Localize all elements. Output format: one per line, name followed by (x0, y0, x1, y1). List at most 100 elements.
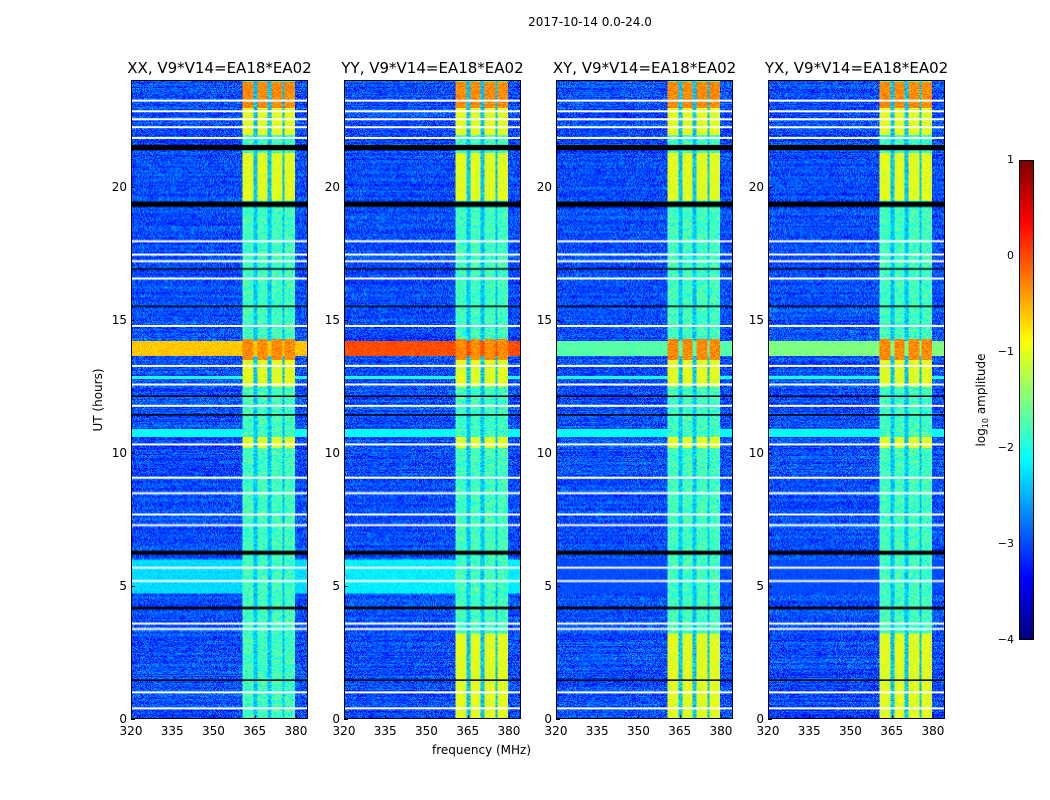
y-tick-label: 5 (756, 578, 764, 593)
y-tick-label: 0 (544, 712, 552, 726)
y-tick-label: 0 (119, 712, 127, 726)
y-tick-mark (556, 452, 560, 454)
y-tick-label: 20 (536, 179, 552, 194)
x-tick-mark (344, 715, 345, 719)
colorbar-tick-label: −1 (997, 345, 1014, 358)
panel-title: YY, V9*V14=EA18*EA02 (341, 59, 524, 77)
x-tick-label: 320 (544, 724, 568, 738)
colorbar-tick-label: −4 (997, 633, 1014, 646)
y-tick-mark (344, 452, 348, 454)
x-tick-label: 335 (373, 724, 397, 738)
y-tick-mark (768, 452, 772, 454)
y-tick-mark (768, 719, 772, 720)
y-tick-mark (556, 719, 560, 720)
y-tick-label: 20 (324, 179, 340, 194)
y-tick-mark (131, 319, 135, 321)
x-tick-mark (172, 715, 174, 719)
y-tick-label: 0 (332, 712, 340, 726)
y-tick-label: 20 (748, 179, 764, 194)
y-tick-mark (344, 719, 348, 720)
spectrogram-image (345, 81, 520, 718)
spectrogram-panel (768, 80, 945, 719)
y-tick-label: 15 (536, 312, 552, 327)
panel-title: XX, V9*V14=EA18*EA02 (127, 59, 312, 77)
x-tick-mark (679, 715, 681, 719)
colorbar-label: log10 amplitude (973, 353, 991, 447)
x-tick-label: 350 (202, 724, 225, 738)
x-tick-label: 335 (585, 724, 609, 738)
x-tick-mark (809, 715, 811, 719)
y-tick-mark (131, 186, 135, 188)
y-tick-mark (556, 186, 560, 188)
colorbar-tick-label: −2 (997, 441, 1014, 454)
y-tick-mark (768, 186, 772, 188)
x-tick-mark (426, 715, 428, 719)
y-tick-label: 10 (324, 445, 340, 460)
y-tick-mark (768, 585, 772, 587)
x-tick-label: 335 (797, 724, 821, 738)
spectrogram-panel (556, 80, 733, 719)
x-tick-mark (597, 715, 599, 719)
x-tick-mark (891, 715, 893, 719)
y-tick-mark (344, 585, 348, 587)
colorbar-tick-label: 0 (1007, 249, 1014, 262)
spectrogram-image (132, 81, 307, 718)
x-tick-mark (508, 715, 510, 719)
y-tick-label: 5 (544, 578, 552, 593)
x-tick-mark (720, 715, 722, 719)
y-tick-label: 10 (748, 445, 764, 460)
y-tick-mark (344, 186, 348, 188)
x-tick-label: 365 (880, 724, 904, 738)
x-tick-mark (213, 715, 215, 719)
y-tick-mark (131, 585, 135, 587)
x-tick-mark (467, 715, 469, 719)
y-tick-mark (556, 319, 560, 321)
y-tick-label: 10 (536, 445, 552, 460)
colorbar (1019, 160, 1034, 640)
y-tick-mark (768, 319, 772, 321)
x-tick-mark (638, 715, 640, 719)
spectrogram-image (769, 81, 944, 718)
y-tick-label: 0 (756, 712, 764, 726)
x-tick-label: 380 (709, 724, 733, 738)
y-axis-label: UT (hours) (91, 368, 105, 432)
x-tick-label: 320 (119, 724, 143, 738)
y-tick-label: 15 (111, 312, 127, 327)
panel-title: YX, V9*V14=EA18*EA02 (764, 59, 949, 77)
x-tick-label: 365 (456, 724, 480, 738)
y-tick-mark (131, 719, 135, 720)
y-tick-label: 20 (111, 179, 127, 194)
x-axis-label: frequency (MHz) (432, 743, 532, 757)
x-tick-label: 365 (668, 724, 692, 738)
y-tick-label: 15 (748, 312, 764, 327)
y-tick-label: 10 (111, 445, 127, 460)
y-tick-label: 5 (119, 578, 127, 593)
x-tick-mark (850, 715, 852, 719)
y-tick-mark (131, 452, 135, 454)
panel-title: XY, V9*V14=EA18*EA02 (552, 59, 737, 77)
spectrogram-image (557, 81, 732, 718)
x-tick-label: 380 (921, 724, 945, 738)
x-tick-label: 380 (497, 724, 521, 738)
colorbar-tick-label: −3 (997, 537, 1014, 550)
x-tick-label: 350 (839, 724, 862, 738)
x-tick-mark (295, 715, 297, 719)
x-tick-label: 320 (756, 724, 780, 738)
y-tick-mark (556, 585, 560, 587)
x-tick-label: 335 (160, 724, 184, 738)
y-tick-label: 5 (332, 578, 340, 593)
x-tick-label: 320 (332, 724, 356, 738)
x-tick-mark (254, 715, 256, 719)
x-tick-mark (932, 715, 934, 719)
x-tick-label: 350 (627, 724, 650, 738)
colorbar-tick-label: 1 (1007, 153, 1014, 166)
x-tick-mark (131, 715, 132, 719)
x-tick-mark (768, 715, 769, 719)
x-tick-mark (556, 715, 557, 719)
y-tick-label: 15 (324, 312, 340, 327)
figure-title: 2017-10-14 0.0-24.0 (528, 15, 652, 29)
y-tick-mark (344, 319, 348, 321)
spectrogram-panel (131, 80, 308, 719)
x-tick-mark (385, 715, 387, 719)
